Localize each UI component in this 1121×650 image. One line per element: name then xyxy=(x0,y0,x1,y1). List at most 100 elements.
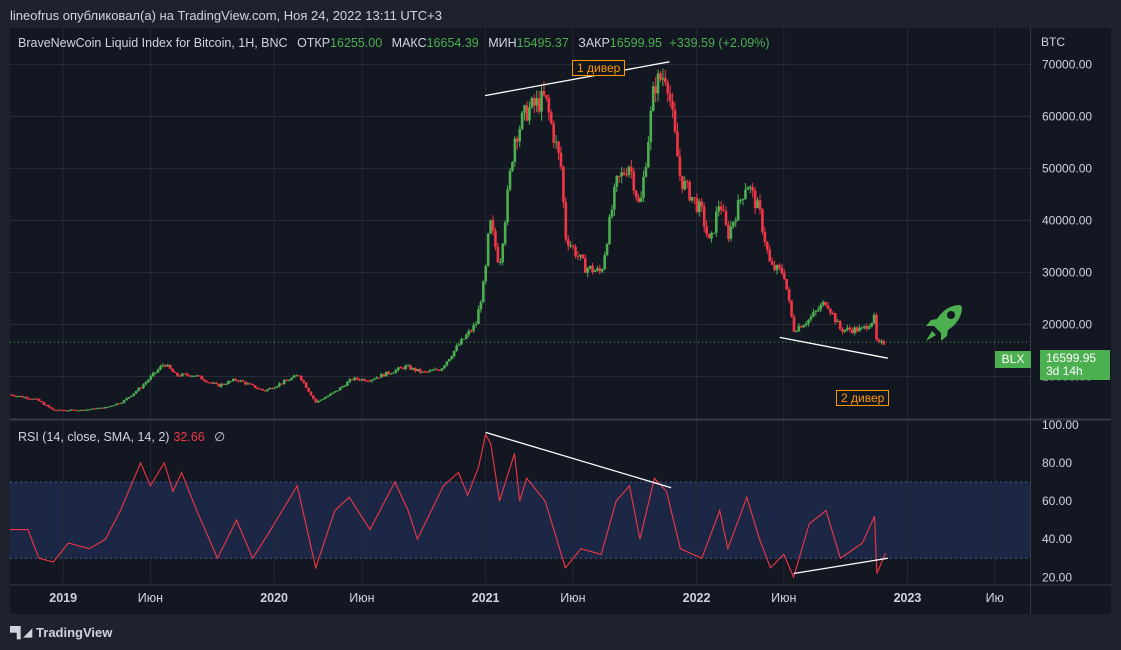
candle-body xyxy=(217,383,221,387)
candle-body xyxy=(460,339,463,345)
candle-body xyxy=(792,316,796,332)
rsi-line xyxy=(10,432,887,579)
candle-body xyxy=(154,372,157,374)
candle-body xyxy=(688,181,691,201)
candle-body xyxy=(647,142,650,168)
candle-body xyxy=(753,190,757,209)
tv-logo-text: TradingView xyxy=(36,625,113,640)
candle-body xyxy=(877,339,881,342)
candle-body xyxy=(498,262,502,264)
candle-body xyxy=(846,327,849,330)
candle-body xyxy=(576,256,580,258)
candle-body xyxy=(782,273,786,280)
change-value: +339.59 (+2.09%) xyxy=(669,36,770,50)
candle-body xyxy=(438,369,441,371)
symbol-name[interactable]: BraveNewCoin Liquid Index for Bitcoin, 1… xyxy=(18,36,288,50)
rsi-tick-label: 60.00 xyxy=(1042,494,1072,508)
candle-body xyxy=(732,222,735,227)
candle-body xyxy=(49,407,53,409)
candle-body xyxy=(775,265,779,271)
candle-body xyxy=(268,387,272,390)
chart-frame[interactable]: 70000.00 60000.00 50000.00 40000.00 30000.00… xyxy=(10,28,1111,614)
candle-body xyxy=(634,190,638,198)
candle-body xyxy=(18,395,22,397)
candle-body xyxy=(358,379,361,381)
candle-body xyxy=(350,379,354,381)
candle-body xyxy=(147,379,150,383)
candle-body xyxy=(765,242,769,250)
candle-body xyxy=(853,327,856,333)
candle-body xyxy=(710,232,713,239)
candle-body xyxy=(821,301,825,306)
candle-body xyxy=(448,358,451,362)
candle-body xyxy=(156,369,160,373)
candle-body xyxy=(333,390,337,393)
candle-body xyxy=(496,246,500,263)
candle-body xyxy=(780,267,784,274)
rsi-band xyxy=(10,481,1030,559)
candle-body xyxy=(600,269,604,272)
candle-body xyxy=(363,378,366,381)
candle-body xyxy=(406,365,410,367)
candle-body xyxy=(270,387,274,389)
candle-body xyxy=(200,375,204,380)
candle-body xyxy=(763,231,767,243)
candle-body xyxy=(814,310,818,313)
publisher-caption: lineofrus опубликовал(а) на TradingView.… xyxy=(10,8,442,23)
candle-body xyxy=(547,97,551,113)
candle-body xyxy=(433,369,437,371)
candle-body xyxy=(35,398,38,400)
tradingview-logo[interactable]: ▀▌◢ TradingView xyxy=(10,625,112,640)
candle-body xyxy=(11,394,14,396)
candle-body xyxy=(343,385,347,387)
candle-body xyxy=(110,405,114,407)
candle-body xyxy=(355,377,359,380)
candle-body xyxy=(603,255,606,270)
candle-body xyxy=(506,189,509,223)
candle-body xyxy=(727,224,730,239)
candle-body xyxy=(30,398,34,400)
candle-body xyxy=(282,380,286,384)
candle-body xyxy=(195,375,199,377)
candle-body xyxy=(32,398,36,400)
candle-body xyxy=(537,98,541,112)
candle-body xyxy=(377,377,381,379)
candle-body xyxy=(134,391,138,394)
candle-body xyxy=(166,364,170,367)
rsi-hide-icon[interactable]: ∅ xyxy=(214,430,226,444)
divergence-1-label[interactable]: 1 дивер xyxy=(572,60,626,76)
candle-body xyxy=(171,368,174,372)
candle-body xyxy=(309,391,313,396)
candle-body xyxy=(83,409,87,411)
candle-body xyxy=(690,197,694,201)
candle-body xyxy=(450,356,454,359)
rsi-legend[interactable]: RSI (14, close, SMA, 14, 2) 32.66 ∅ xyxy=(18,429,225,444)
candle-body xyxy=(807,319,810,324)
candle-body xyxy=(360,378,364,381)
candle-body xyxy=(273,387,276,389)
candle-body xyxy=(151,372,155,377)
candle-body xyxy=(445,361,449,366)
candle-body xyxy=(659,73,662,80)
candle-body xyxy=(465,334,468,339)
bar-countdown: 3d 14h xyxy=(1046,364,1083,378)
candle-body xyxy=(370,379,373,382)
candle-body xyxy=(770,261,774,265)
candle-body xyxy=(69,409,72,411)
divergence-2-label[interactable]: 2 дивер xyxy=(836,390,890,406)
candle-body xyxy=(625,174,628,176)
candle-body xyxy=(695,197,699,213)
candle-body xyxy=(261,388,264,391)
price-divergence-line-1 xyxy=(484,61,670,97)
candle-body xyxy=(224,384,228,386)
candle-body xyxy=(387,371,390,374)
candle-body xyxy=(452,350,456,357)
candle-body xyxy=(375,377,378,379)
candle-body xyxy=(241,380,245,382)
candle-body xyxy=(581,254,585,259)
candle-body xyxy=(685,181,689,183)
candle-body xyxy=(76,410,80,412)
candle-body xyxy=(671,101,674,110)
candle-body xyxy=(120,402,123,404)
rsi-tick-label: 40.00 xyxy=(1042,532,1072,546)
